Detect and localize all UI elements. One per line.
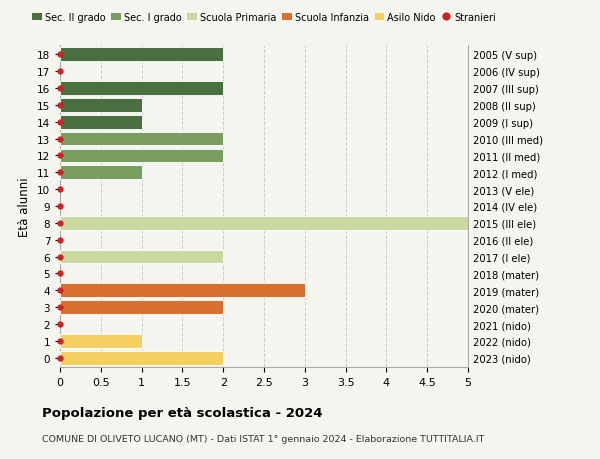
Bar (60, 48, 223, 62)
Bar (60, 284, 305, 297)
Bar (60, 351, 223, 365)
Y-axis label: Anni di nascita: Anni di nascita (598, 163, 600, 250)
Bar (60, 301, 223, 314)
Text: COMUNE DI OLIVETO LUCANO (MT) - Dati ISTAT 1° gennaio 2024 - Elaborazione TUTTIT: COMUNE DI OLIVETO LUCANO (MT) - Dati IST… (42, 434, 484, 443)
Bar (60, 149, 223, 163)
Y-axis label: Età alunni: Età alunni (19, 177, 31, 236)
Bar (60, 217, 468, 230)
Bar (60, 116, 142, 129)
Bar (60, 82, 223, 95)
Legend: Sec. II grado, Sec. I grado, Scuola Primaria, Scuola Infanzia, Asilo Nido, Stran: Sec. II grado, Sec. I grado, Scuola Prim… (28, 9, 500, 27)
Bar (60, 250, 223, 264)
Bar (60, 132, 223, 146)
Bar (60, 166, 142, 180)
Bar (60, 334, 142, 348)
Text: Popolazione per età scolastica - 2024: Popolazione per età scolastica - 2024 (42, 406, 323, 419)
Bar (60, 99, 142, 112)
